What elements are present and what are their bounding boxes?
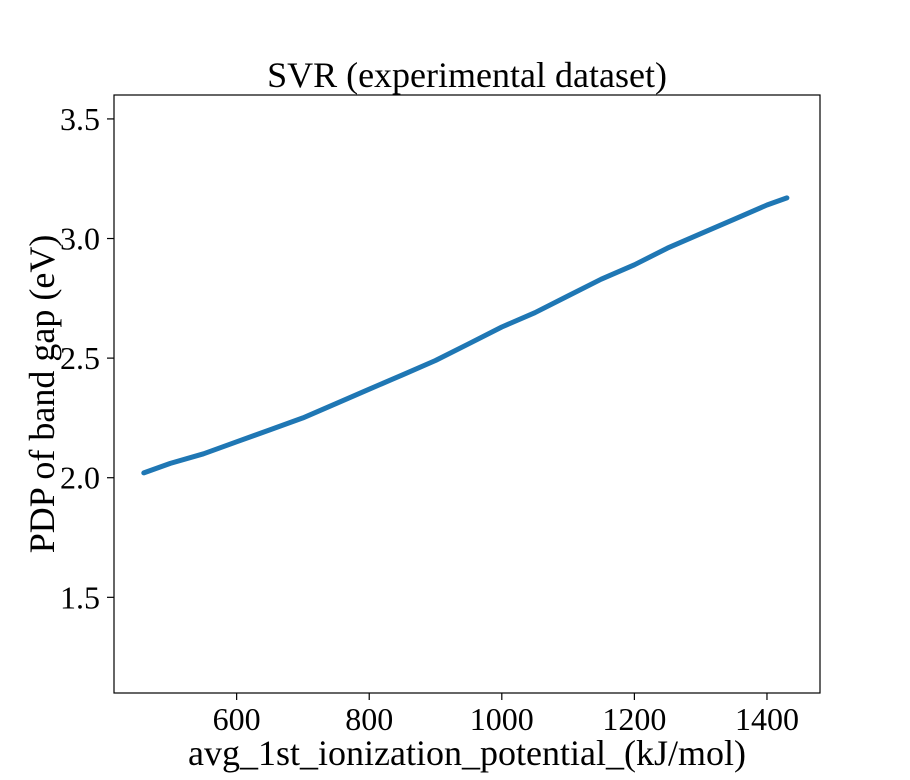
y-tick-label: 2.0	[60, 460, 100, 496]
y-axis: 1.5 2.0 2.5 3.0 3.5	[60, 101, 114, 615]
plot-frame	[113, 94, 821, 694]
x-tick-label: 1000	[470, 701, 534, 737]
x-tick-label: 600	[213, 701, 261, 737]
y-tick-label: 3.0	[60, 221, 100, 257]
x-tick-label: 1400	[735, 701, 799, 737]
x-axis-label: avg_1st_ionization_potential_(kJ/mol)	[188, 733, 746, 773]
x-axis: 600 800 1000 1200 1400	[213, 693, 799, 737]
chart-title: SVR (experimental dataset)	[267, 55, 667, 95]
y-tick-label: 1.5	[60, 579, 100, 615]
y-axis-label: PDP of band gap (eV)	[22, 235, 62, 554]
y-tick-label: 3.5	[60, 101, 100, 137]
series-layer	[141, 195, 790, 476]
x-tick-label: 800	[345, 701, 393, 737]
series-line	[141, 195, 790, 476]
x-tick-label: 1200	[602, 701, 666, 737]
y-tick-label: 2.5	[60, 340, 100, 376]
